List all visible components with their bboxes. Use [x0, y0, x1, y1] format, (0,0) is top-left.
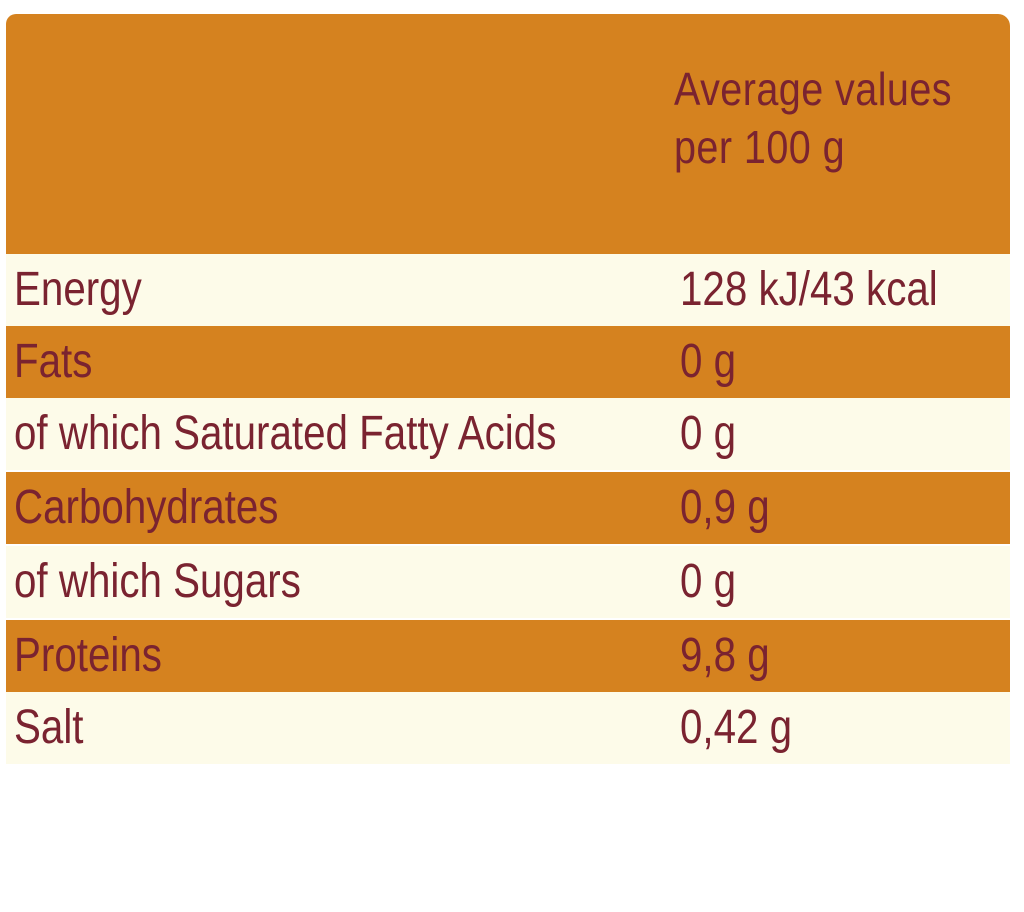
nutrient-name: Proteins	[14, 629, 162, 682]
nutrient-value: 128 kJ/43 kcal	[680, 263, 938, 316]
nutrient-name: Energy	[14, 263, 142, 316]
header-title: Average values per 100 g	[674, 63, 952, 173]
nutrient-value: 0 g	[680, 407, 737, 460]
nutrient-name: of which Saturated Fatty Acids	[14, 407, 557, 460]
nutrient-value: 0 g	[680, 335, 737, 388]
nutrient-name: Fats	[14, 335, 93, 388]
table-header	[6, 14, 1010, 258]
table-row-carbohydrates: Carbohydrates 0,9 g	[6, 472, 1010, 544]
table-row-saturated-fatty-acids: of which Saturated Fatty Acids 0 g	[6, 398, 1010, 470]
nutrient-name: of which Sugars	[14, 555, 301, 608]
nutrient-name: Salt	[14, 701, 84, 754]
table-row-fats: Fats 0 g	[6, 326, 1010, 398]
nutrient-value: 9,8 g	[680, 629, 770, 682]
nutrient-value: 0,9 g	[680, 481, 770, 534]
table-row-energy: Energy 128 kJ/43 kcal	[6, 254, 1010, 326]
table-row-proteins: Proteins 9,8 g	[6, 620, 1010, 692]
table-row-salt: Salt 0,42 g	[6, 692, 1010, 764]
nutrient-name: Carbohydrates	[14, 481, 279, 534]
table-row-sugars: of which Sugars 0 g	[6, 546, 1010, 618]
nutrient-value: 0,42 g	[680, 701, 793, 754]
nutrient-value: 0 g	[680, 555, 737, 608]
